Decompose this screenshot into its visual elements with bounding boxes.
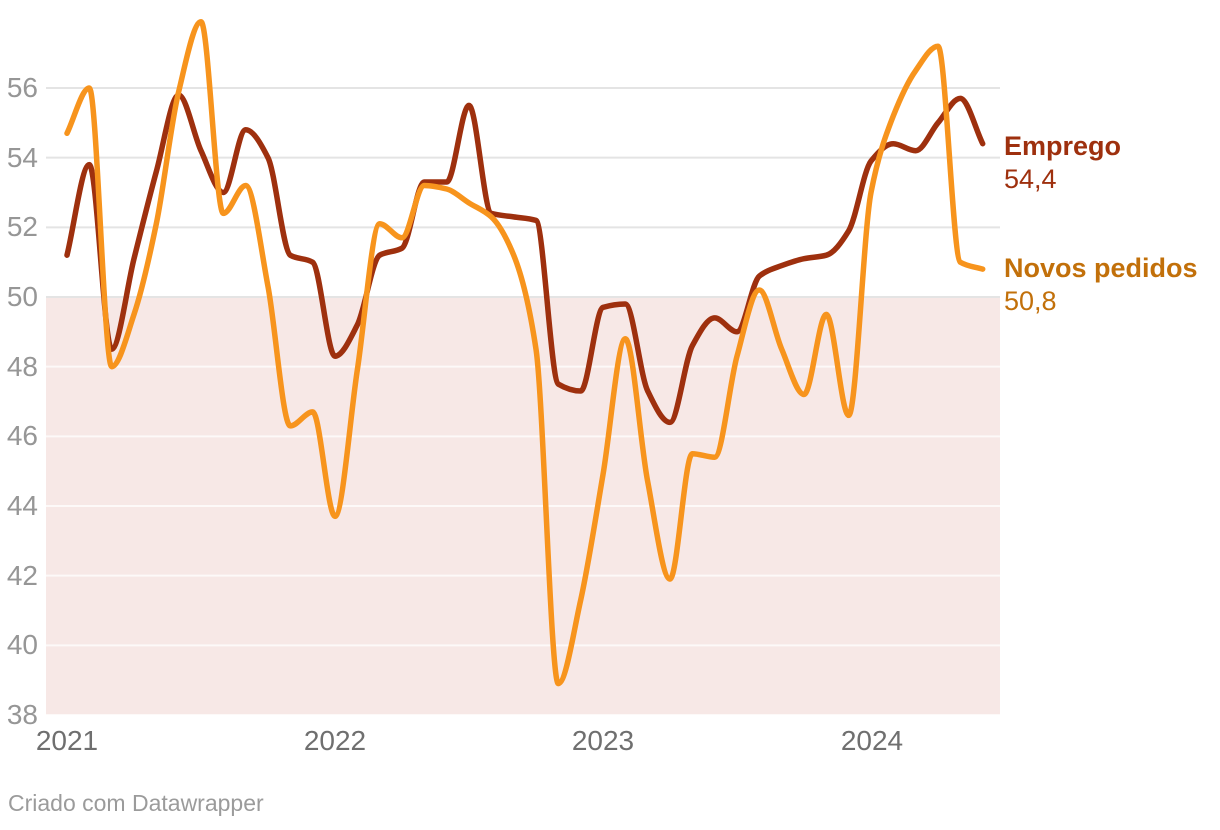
x-axis-label-2023: 2023 <box>571 725 635 756</box>
x-axis-label-2022: 2022 <box>303 725 367 756</box>
novos-pedidos-line <box>64 19 986 687</box>
x-axis-label-2024: 2024 <box>840 725 904 756</box>
y-axis-label: 42 <box>6 560 38 591</box>
y-axis-label: 50 <box>6 281 38 312</box>
series-label-novos-pedidos: Novos pedidos 50,8 <box>1004 252 1198 318</box>
y-axis-label: 44 <box>6 490 38 521</box>
y-axis-label: 54 <box>6 142 38 173</box>
emprego-line <box>64 92 986 426</box>
datawrapper-attribution-link[interactable]: Criado com Datawrapper <box>8 790 264 816</box>
series-value-novos-pedidos: 50,8 <box>1004 286 1057 316</box>
y-axis-label: 48 <box>6 351 38 382</box>
y-axis-label: 56 <box>6 72 38 103</box>
series-name-emprego: Emprego <box>1004 131 1122 161</box>
y-axis-label: 40 <box>6 629 38 660</box>
y-axis-label: 38 <box>6 699 38 730</box>
y-axis-label: 46 <box>6 420 38 451</box>
series-value-emprego: 54,4 <box>1004 164 1057 194</box>
series-name-novos-pedidos: Novos pedidos <box>1004 253 1198 283</box>
series-label-emprego: Emprego 54,4 <box>1004 130 1121 196</box>
x-axis-label-2021: 2021 <box>35 725 99 756</box>
y-axis-label: 52 <box>6 211 38 242</box>
